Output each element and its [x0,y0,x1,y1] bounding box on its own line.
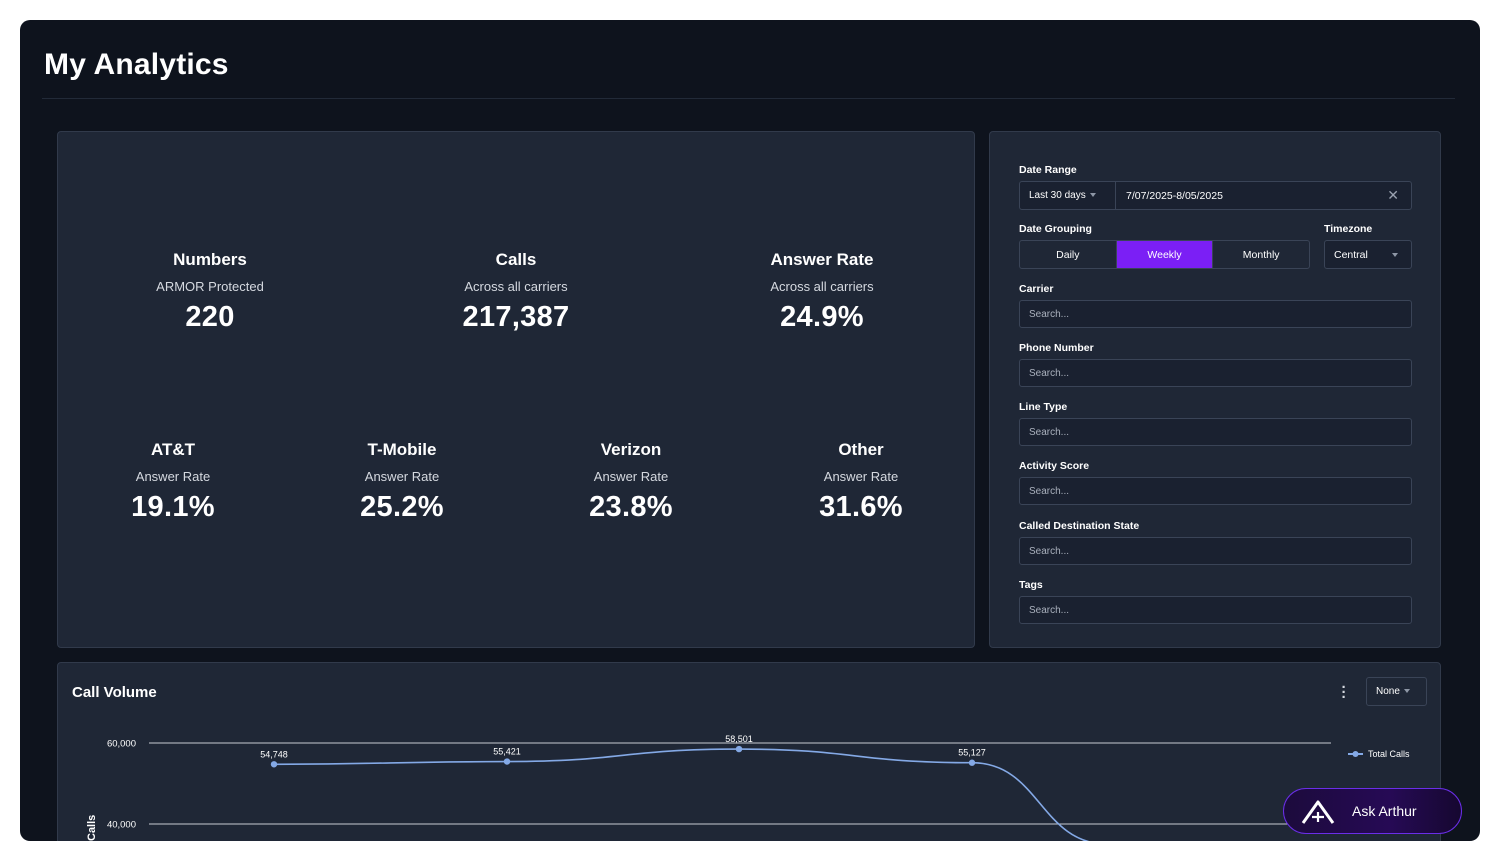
date-range-preset-select[interactable]: Last 30 days [1020,182,1116,209]
activity-score-label: Activity Score [1019,460,1090,472]
tags-search-input[interactable]: Search... [1019,596,1412,624]
date-range-label: Date Range [1019,164,1077,176]
data-label: 55,127 [958,748,986,758]
stats-card: Numbers ARMOR Protected 220 Calls Across… [57,131,975,648]
carrier-label: Carrier [1019,283,1054,295]
stat-subtitle: Across all carriers [464,279,568,294]
legend-swatch-dot [1352,751,1359,757]
phone-number-label: Phone Number [1019,342,1094,354]
stat-numbers: Numbers ARMOR Protected 220 [90,250,330,334]
phone-number-search-input[interactable]: Search... [1019,359,1412,387]
y-axis-label: Calls [86,815,98,841]
app-window: My Analytics Numbers ARMOR Protected 220… [20,20,1480,841]
date-grouping-weekly[interactable]: Weekly [1116,241,1214,268]
timezone-label: Timezone [1324,223,1373,235]
compare-select-value: None [1376,686,1400,697]
stat-subtitle: Answer Rate [364,469,440,484]
call-volume-card: Call Volume · · · None 60,000 40,000 Calls 54… [57,662,1441,841]
tags-label: Tags [1019,579,1043,591]
stat-title: Other [838,440,884,459]
date-grouping-toggle: Daily Weekly Monthly [1019,240,1310,269]
y-tick-label: 60,000 [107,739,136,750]
date-range-field[interactable]: Last 30 days 7/07/2025-8/05/2025 ✕ [1019,181,1412,210]
stat-subtitle: Answer Rate [135,469,211,484]
chevron-down-icon [1392,253,1398,257]
date-grouping-monthly[interactable]: Monthly [1242,249,1280,261]
data-label: 54,748 [260,749,288,759]
stat-carrier-other: Other Answer Rate 31.6% [741,440,981,524]
stat-title: Calls [495,250,537,269]
chevron-down-icon [1089,193,1096,198]
timezone-select[interactable]: Central [1324,240,1412,269]
series-line-total-calls [273,748,1090,841]
stat-value: 23.8% [589,491,673,523]
ask-arthur-button[interactable]: Ask Arthur [1283,788,1462,834]
line-type-label: Line Type [1019,401,1068,413]
stat-subtitle: ARMOR Protected [156,279,264,294]
data-point [270,761,278,768]
stat-value: 25.2% [360,491,444,523]
called-destination-state-label: Called Destination State [1019,520,1140,532]
call-volume-title: Call Volume [72,684,157,701]
stat-carrier-att: AT&T Answer Rate 19.1% [53,440,293,524]
stat-value: 220 [185,301,235,333]
stat-subtitle: Answer Rate [593,469,669,484]
filters-panel: Date Range Last 30 days 7/07/2025-8/05/2… [989,131,1441,648]
stat-title: T-Mobile [367,440,437,459]
data-point [503,758,511,765]
data-label: 58,501 [725,734,753,744]
stat-calls: Calls Across all carriers 217,387 [396,250,636,334]
line-type-search-input[interactable]: Search... [1019,418,1412,446]
close-icon[interactable]: ✕ [1387,187,1399,203]
compare-select[interactable]: None [1366,677,1427,706]
call-volume-chart: 60,000 40,000 Calls 54,748 55,421 58,501 55,12… [86,734,1410,841]
stat-subtitle: Across all carriers [770,279,874,294]
chevron-down-icon [1403,689,1410,694]
arthur-logo-icon [1301,800,1335,824]
stat-value: 24.9% [780,301,864,333]
stat-title: Answer Rate [770,250,874,269]
legend-label: Total Calls [1368,749,1410,759]
title-divider [42,98,1455,99]
date-grouping-label: Date Grouping [1019,223,1092,235]
ask-arthur-label: Ask Arthur [1352,803,1417,819]
stat-value: 31.6% [819,491,903,523]
called-destination-state-search-input[interactable]: Search... [1019,537,1412,565]
stat-value: 19.1% [131,491,215,523]
date-range-preset-value: Last 30 days [1029,190,1086,201]
data-point [968,759,976,766]
page-title: My Analytics [44,48,229,81]
data-label: 55,421 [493,747,521,757]
date-range-value[interactable]: 7/07/2025-8/05/2025 [1126,190,1223,202]
stat-subtitle: Answer Rate [823,469,899,484]
stat-title: Numbers [173,250,247,269]
stat-title: Verizon [600,440,662,459]
y-tick-label: 40,000 [107,820,136,831]
stat-carrier-verizon: Verizon Answer Rate 23.8% [511,440,751,524]
more-options-icon[interactable]: · · · [1341,679,1347,706]
carrier-search-input[interactable]: Search... [1019,300,1412,328]
data-point [735,745,743,753]
date-grouping-daily[interactable]: Daily [1020,241,1117,268]
timezone-value: Central [1334,249,1368,261]
stat-title: AT&T [150,440,196,459]
stat-carrier-tmobile: T-Mobile Answer Rate 25.2% [282,440,522,524]
stat-answer-rate: Answer Rate Across all carriers 24.9% [702,250,942,334]
activity-score-search-input[interactable]: Search... [1019,477,1412,505]
stat-value: 217,387 [462,301,570,333]
